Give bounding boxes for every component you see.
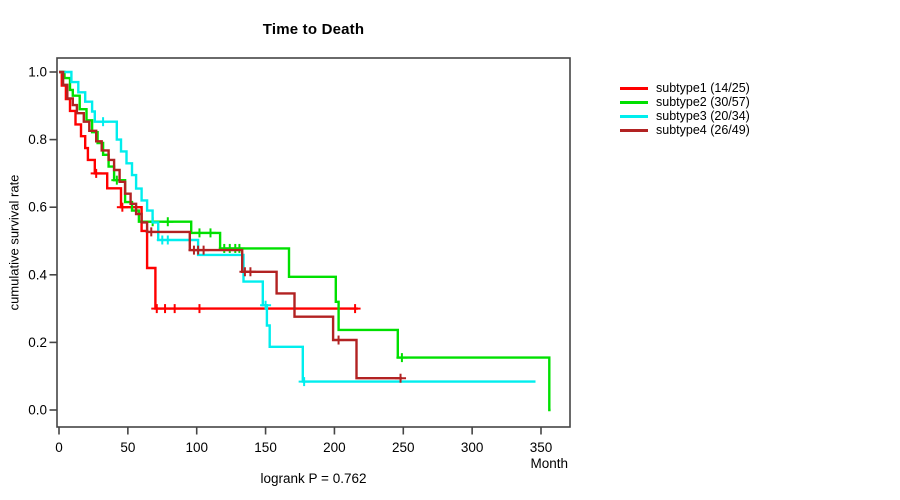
x-axis-ticks: 0 50 100 150 200 250 300 350 [55, 427, 552, 455]
survival-curve-subtype2 [59, 70, 551, 412]
survival-curve-subtype3 [59, 70, 536, 383]
legend: subtype1 (14/25) subtype2 (30/57) subtyp… [620, 81, 750, 137]
series-subtype3 [59, 70, 536, 387]
legend-item: subtype4 (26/49) [620, 123, 750, 137]
legend-line-swatch [620, 114, 648, 118]
svg-text:1.0: 1.0 [28, 65, 47, 80]
survival-curve-subtype1 [59, 70, 358, 310]
svg-text:300: 300 [461, 440, 484, 455]
legend-item-label: subtype4 (26/49) [656, 123, 750, 137]
svg-text:200: 200 [323, 440, 346, 455]
survival-curve-subtype4 [59, 70, 402, 380]
svg-text:0.2: 0.2 [28, 335, 47, 350]
x-axis-label: Month [530, 456, 568, 471]
svg-text:0.4: 0.4 [28, 267, 47, 282]
legend-item: subtype2 (30/57) [620, 95, 750, 109]
series-subtype2 [59, 70, 551, 412]
legend-item-label: subtype1 (14/25) [656, 81, 750, 95]
legend-item: subtype1 (14/25) [620, 81, 750, 95]
svg-text:0.0: 0.0 [28, 403, 47, 418]
svg-text:0.8: 0.8 [28, 132, 47, 147]
svg-text:50: 50 [120, 440, 135, 455]
legend-item-label: subtype3 (20/34) [656, 109, 750, 123]
legend-item: subtype3 (20/34) [620, 109, 750, 123]
legend-line-swatch [620, 128, 648, 132]
svg-text:0.6: 0.6 [28, 200, 47, 215]
y-axis-ticks: 0.0 0.2 0.4 0.6 0.8 1.0 [28, 65, 57, 418]
logrank-p-value: logrank P = 0.762 [260, 471, 367, 486]
svg-text:0: 0 [55, 440, 63, 455]
svg-text:350: 350 [530, 440, 553, 455]
chart-title: Time to Death [262, 21, 365, 38]
legend-line-swatch [620, 86, 648, 90]
legend-item-label: subtype2 (30/57) [656, 95, 750, 109]
svg-text:100: 100 [185, 440, 208, 455]
legend-line-swatch [620, 100, 648, 104]
svg-text:150: 150 [254, 440, 277, 455]
svg-text:250: 250 [392, 440, 415, 455]
series-subtype4 [59, 70, 407, 383]
plot-frame [56, 57, 571, 428]
